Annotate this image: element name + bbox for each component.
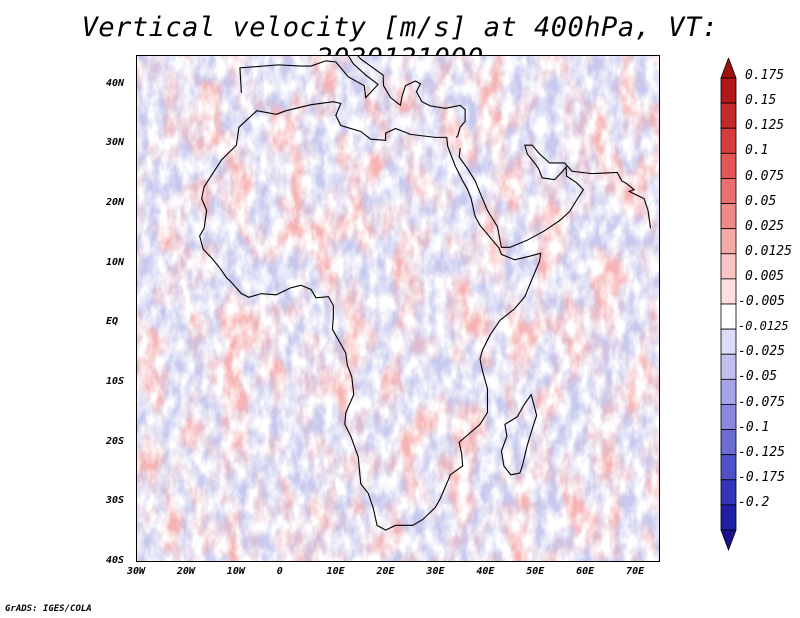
colorbar-swatch [720, 303, 737, 330]
lat-tick-label: 30S [106, 495, 125, 507]
colorbar-label: -0.005 [738, 294, 785, 310]
map-field-svg [137, 56, 659, 561]
colorbar-swatch [720, 152, 737, 179]
arabia-coastline [458, 144, 652, 248]
lon-tick-label: 20E [376, 566, 395, 577]
colorbar-swatch [720, 203, 737, 230]
colorbar-swatch [720, 504, 737, 531]
colorbar-label: -0.2 [738, 495, 770, 510]
colorbar-swatch [720, 253, 737, 280]
lat-tick-label: 30N [106, 137, 125, 149]
colorbar-label: 0.15 [745, 93, 777, 109]
colorbar-label: 0.175 [745, 68, 785, 84]
colorbar-swatch [720, 77, 737, 104]
lon-tick-label: 20W [176, 566, 195, 577]
colorbar-swatch [720, 278, 737, 305]
lon-tick-label: 30E [426, 566, 445, 577]
lon-tick-label: 10W [226, 566, 245, 577]
field-white-streaks [137, 56, 659, 561]
lon-tick-label: 30W [127, 566, 146, 577]
colorbar-label: -0.1 [738, 419, 770, 435]
colorbar-swatch [720, 429, 737, 456]
colorbar-swatch [720, 328, 737, 355]
colorbar-label: -0.0125 [738, 319, 789, 334]
europe-coastline [239, 56, 466, 138]
colorbar-label: -0.125 [738, 444, 785, 460]
lon-tick-label: 40E [476, 566, 495, 577]
coastlines [199, 56, 652, 531]
colorbar-swatch [720, 404, 737, 430]
colorbar-label: 0.025 [745, 218, 785, 234]
colorbar-top-arrow [720, 58, 737, 79]
colorbar-swatch [720, 378, 737, 405]
madagascar-coastline [500, 393, 538, 476]
lon-tick-label: 10E [326, 566, 345, 577]
colorbar-label: 0.05 [745, 193, 777, 209]
lat-tick-label: 20S [106, 435, 125, 447]
lat-tick-label: 10N [106, 256, 125, 268]
lon-tick-label: 60E [576, 566, 595, 577]
colorbar-label: -0.025 [738, 344, 785, 360]
colorbar-label: 0.0125 [745, 243, 792, 259]
colorbar-label: 0.1 [745, 143, 769, 159]
colorbar-bottom-arrow [720, 529, 737, 552]
colorbar-label: 0.125 [745, 118, 785, 134]
colorbar-swatch [720, 353, 737, 380]
lat-tick-label: EQ [106, 316, 119, 328]
africa-coastline [199, 101, 542, 531]
lat-tick-label: 20N [106, 197, 125, 209]
lat-tick-label: 40S [106, 555, 125, 566]
colorbar-swatch [720, 479, 737, 506]
lon-tick-label: 50E [526, 566, 545, 577]
colorbar-swatch [720, 127, 737, 154]
lat-tick-label: 10S [106, 376, 125, 388]
map-plot-area [136, 55, 660, 562]
lat-tick-label: 40N [106, 77, 125, 89]
colorbar-label: 0.075 [745, 168, 785, 184]
colorbar-swatch [720, 454, 737, 481]
lon-tick-label: 70E [626, 566, 645, 577]
colorbar-swatch [720, 178, 737, 204]
colorbar-label: -0.05 [738, 369, 778, 385]
lon-tick-label: 0 [276, 566, 283, 577]
colorbar-swatch [720, 228, 737, 255]
grads-credit: GrADS: IGES/COLA [5, 604, 92, 614]
colorbar-label: 0.005 [745, 269, 785, 284]
colorbar [720, 58, 737, 552]
colorbar-swatch [720, 102, 737, 129]
colorbar-label: -0.075 [738, 394, 785, 410]
colorbar-label: -0.175 [738, 469, 785, 485]
